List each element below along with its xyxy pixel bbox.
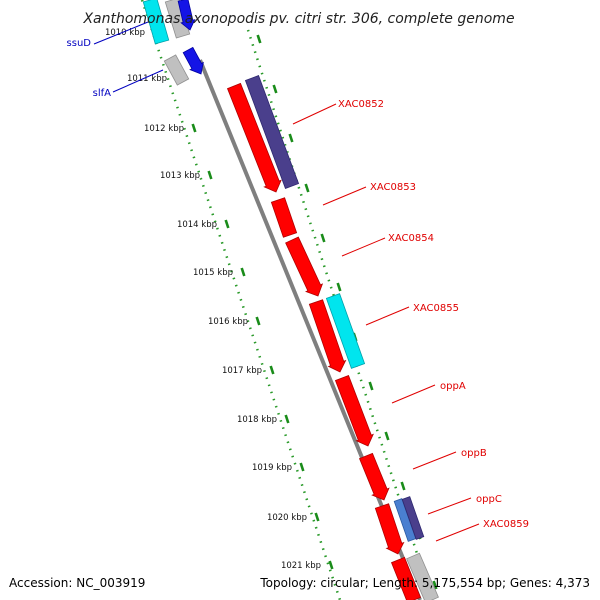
gene-feature xyxy=(374,503,405,555)
scale-tick xyxy=(191,123,197,133)
scale-label: 1010 kbp xyxy=(105,28,145,38)
outer-scale-tick xyxy=(336,282,342,292)
leader-oppB xyxy=(412,451,457,470)
leader-XAC0853 xyxy=(322,186,367,206)
gene-feature xyxy=(401,496,425,540)
outer-scale-tick xyxy=(400,481,406,491)
outer-scale-tick xyxy=(256,34,262,44)
gene-feature xyxy=(285,236,324,297)
outer-scale-tick xyxy=(432,580,438,590)
leader-XAC0855 xyxy=(365,306,410,326)
gene-label-ssuD: ssuD xyxy=(67,38,92,49)
gene-feature xyxy=(226,82,282,193)
gene-feature xyxy=(244,75,300,189)
gene-feature xyxy=(270,197,298,238)
scale-label: 1011 kbp xyxy=(127,74,167,84)
gene-feature xyxy=(177,0,196,31)
leader-XAC0854 xyxy=(341,237,386,257)
scale-tick xyxy=(240,267,246,277)
scale-label: 1018 kbp xyxy=(237,415,277,425)
leader-XAC0852 xyxy=(292,103,337,125)
scale-label: 1021 kbp xyxy=(281,561,321,571)
scale-label: 1017 kbp xyxy=(222,366,262,376)
gene-label-XAC0854: XAC0854 xyxy=(388,233,434,244)
leader-oppC xyxy=(427,497,472,515)
gene-label-oppC: oppC xyxy=(476,494,502,505)
scale-tick xyxy=(224,219,230,229)
outer-scale-tick xyxy=(320,233,326,243)
outer-scale-tick xyxy=(272,84,278,94)
gene-feature xyxy=(182,46,204,75)
gene-feature xyxy=(334,374,374,447)
outer-scale-tick xyxy=(384,431,390,441)
scale-label: 1020 kbp xyxy=(267,513,307,523)
leader-XAC0859 xyxy=(435,523,480,542)
label-leaders xyxy=(292,103,480,542)
scale-tick xyxy=(269,365,275,375)
gene-feature xyxy=(358,452,390,501)
scale-tick xyxy=(314,512,320,522)
scale-tick xyxy=(284,414,290,424)
scale-label: 1013 kbp xyxy=(160,171,200,181)
scale-label: 1019 kbp xyxy=(252,463,292,473)
scale-label: 1012 kbp xyxy=(144,124,184,134)
gene-feature xyxy=(142,0,170,45)
gene-feature xyxy=(406,552,439,600)
gene-label-oppB: oppB xyxy=(461,448,487,459)
gene-feature xyxy=(308,299,347,373)
topology-text: Topology: circular; Length: 5,175,554 bp… xyxy=(259,576,590,590)
scale-tick xyxy=(207,170,213,180)
leader-oppA xyxy=(391,384,436,404)
accession-text: Accession: NC_003919 xyxy=(9,576,145,590)
gene-label-XAC0853: XAC0853 xyxy=(370,182,416,193)
gene-label-XAC0855: XAC0855 xyxy=(413,303,459,314)
scale-tick xyxy=(299,462,305,472)
gene-feature xyxy=(163,54,190,86)
gene-feature xyxy=(325,293,366,369)
leader-ssuD xyxy=(93,21,149,45)
gene-label-XAC0859: XAC0859 xyxy=(483,519,529,530)
gene-label-oppA: oppA xyxy=(440,381,466,392)
label-leaders-blue xyxy=(93,21,164,93)
outer-scale-tick xyxy=(368,381,374,391)
leader-slfA xyxy=(112,69,164,93)
page-title: Xanthomonas axonopodis pv. citri str. 30… xyxy=(82,11,514,27)
gene-features xyxy=(142,0,439,600)
gene-feature xyxy=(164,0,191,39)
gene-label-XAC0852: XAC0852 xyxy=(338,99,384,110)
scale-label: 1015 kbp xyxy=(193,268,233,278)
gene-feature xyxy=(390,556,422,600)
scale-tick xyxy=(328,560,334,570)
inner-ruler-line xyxy=(140,0,342,600)
scale-label: 1016 kbp xyxy=(208,317,248,327)
outer-scale-tick xyxy=(288,133,294,143)
scale-tick xyxy=(255,316,261,326)
outer-scale-tick xyxy=(304,183,310,193)
scale-label: 1014 kbp xyxy=(177,220,217,230)
scale-ticks: 1010 kbp 1011 kbp 1012 kbp 1013 kbp 1014 kbp… xyxy=(105,27,438,590)
gene-label-slfA: slfA xyxy=(93,88,112,99)
